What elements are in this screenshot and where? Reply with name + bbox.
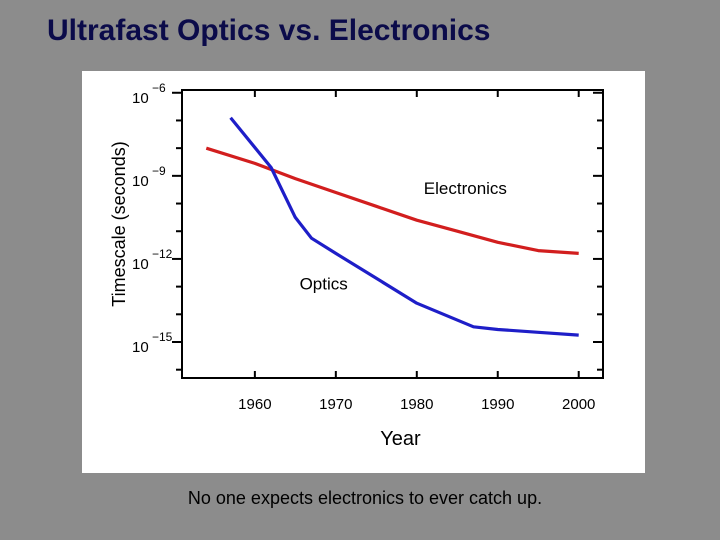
y-tick-label-exponent: −9 xyxy=(152,164,166,178)
y-tick-label-exponent: −12 xyxy=(152,247,173,261)
y-axis-title: Timescale (seconds) xyxy=(109,141,129,306)
x-tick-label: 1960 xyxy=(238,396,271,413)
slide-title: Ultrafast Optics vs. Electronics xyxy=(47,14,491,47)
y-tick-label-base: 10 xyxy=(132,339,149,356)
x-tick-label: 2000 xyxy=(562,396,595,413)
series-line-electronics xyxy=(205,146,579,255)
series-line-optics xyxy=(229,116,579,337)
x-axis-title: Year xyxy=(380,428,421,450)
y-tick-label-base: 10 xyxy=(132,173,149,190)
series-annotation: Optics xyxy=(300,274,348,293)
chart-panel: 1960 1970 1980 1990 2000 10 −6 10 −9 10 −12 10 −15 El… xyxy=(82,71,645,473)
slide-caption: No one expects electronics to ever catch… xyxy=(187,488,543,508)
line-chart: 1960 1970 1980 1990 200010−610−910−1210−15El… xyxy=(109,81,604,450)
y-tick-label-exponent: −15 xyxy=(152,330,173,344)
y-tick-label-base: 10 xyxy=(132,256,149,273)
series-group xyxy=(205,116,579,337)
x-tick-label: 1980 xyxy=(400,396,433,413)
labels: 1960 1970 1980 1990 200010−610−910−1210−15El… xyxy=(109,81,595,450)
axes xyxy=(172,89,604,379)
x-tick-label: 1990 xyxy=(481,396,514,413)
x-tick-label: 1970 xyxy=(319,396,352,413)
y-tick-label-base: 10 xyxy=(132,90,149,107)
series-annotation: Electronics xyxy=(424,179,507,198)
plot-frame xyxy=(181,89,604,379)
y-tick-label-exponent: −6 xyxy=(152,81,166,95)
